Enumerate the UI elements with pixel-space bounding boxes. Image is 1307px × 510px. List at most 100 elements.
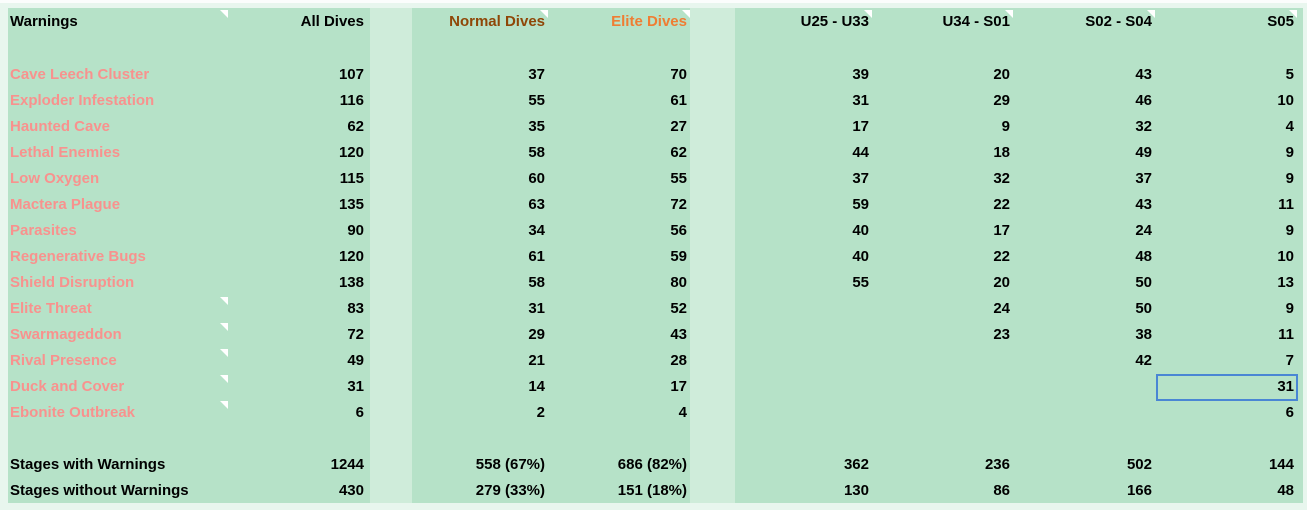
cell-lethal-enemies-u34-s01[interactable]: 18 xyxy=(993,144,1010,161)
cell-shield-disruption-normal-dives[interactable]: 58 xyxy=(528,274,545,291)
total-stages-with-warnings-u34-s01[interactable]: 236 xyxy=(984,456,1010,473)
cell-ebonite-outbreak-all-dives[interactable]: 6 xyxy=(355,404,364,421)
header-cell-u25-u33[interactable]: U25 - U33 xyxy=(800,13,869,30)
cell-exploder-infestation-s05[interactable]: 10 xyxy=(1277,92,1294,109)
cell-duck-and-cover-s05[interactable]: 31 xyxy=(1277,378,1294,395)
cell-rival-presence-all-dives[interactable]: 49 xyxy=(347,352,364,369)
cell-haunted-cave-s02-s04[interactable]: 32 xyxy=(1135,118,1152,135)
row-label-parasites[interactable]: Parasites xyxy=(10,222,77,239)
cell-haunted-cave-u25-u33[interactable]: 17 xyxy=(852,118,869,135)
total-label-stages-with-warnings[interactable]: Stages with Warnings xyxy=(10,456,166,473)
cell-duck-and-cover-elite-dives[interactable]: 17 xyxy=(670,378,687,395)
header-cell-normal-dives[interactable]: Normal Dives xyxy=(449,13,545,30)
cell-elite-threat-s05[interactable]: 9 xyxy=(1285,300,1294,317)
cell-cave-leech-cluster-elite-dives[interactable]: 70 xyxy=(670,66,687,83)
cell-shield-disruption-all-dives[interactable]: 138 xyxy=(338,274,364,291)
cell-parasites-u25-u33[interactable]: 40 xyxy=(852,222,869,239)
cell-low-oxygen-u34-s01[interactable]: 32 xyxy=(993,170,1010,187)
cell-shield-disruption-u34-s01[interactable]: 20 xyxy=(993,274,1010,291)
row-label-cave-leech-cluster[interactable]: Cave Leech Cluster xyxy=(10,66,150,83)
cell-lethal-enemies-u25-u33[interactable]: 44 xyxy=(852,144,869,161)
cell-low-oxygen-s05[interactable]: 9 xyxy=(1285,170,1294,187)
cell-swarmageddon-all-dives[interactable]: 72 xyxy=(347,326,364,343)
header-cell-u34-s01[interactable]: U34 - S01 xyxy=(942,13,1010,30)
row-label-exploder-infestation[interactable]: Exploder Infestation xyxy=(10,92,155,109)
cell-swarmageddon-s05[interactable]: 11 xyxy=(1278,326,1294,343)
cell-elite-threat-normal-dives[interactable]: 31 xyxy=(528,300,545,317)
row-label-swarmageddon[interactable]: Swarmageddon xyxy=(10,326,122,343)
cell-ebonite-outbreak-elite-dives[interactable]: 4 xyxy=(678,404,687,421)
cell-haunted-cave-all-dives[interactable]: 62 xyxy=(347,118,364,135)
total-stages-with-warnings-u25-u33[interactable]: 362 xyxy=(843,456,869,473)
row-label-regenerative-bugs[interactable]: Regenerative Bugs xyxy=(10,248,146,265)
cell-exploder-infestation-elite-dives[interactable]: 61 xyxy=(670,92,687,109)
cell-parasites-elite-dives[interactable]: 56 xyxy=(670,222,687,239)
cell-cave-leech-cluster-s02-s04[interactable]: 43 xyxy=(1135,66,1152,83)
total-stages-with-warnings-s05[interactable]: 144 xyxy=(1268,456,1294,473)
row-label-mactera-plague[interactable]: Mactera Plague xyxy=(10,196,121,213)
cell-low-oxygen-u25-u33[interactable]: 37 xyxy=(852,170,869,187)
cell-regenerative-bugs-all-dives[interactable]: 120 xyxy=(338,248,364,265)
cell-low-oxygen-normal-dives[interactable]: 60 xyxy=(528,170,545,187)
cell-cave-leech-cluster-s05[interactable]: 5 xyxy=(1285,66,1294,83)
header-cell-all-dives[interactable]: All Dives xyxy=(300,13,364,30)
cell-exploder-infestation-u25-u33[interactable]: 31 xyxy=(852,92,869,109)
cell-haunted-cave-elite-dives[interactable]: 27 xyxy=(670,118,687,135)
cell-exploder-infestation-s02-s04[interactable]: 46 xyxy=(1135,92,1152,109)
total-stages-without-warnings-normal-dives[interactable]: 279 (33%) xyxy=(475,482,545,499)
cell-regenerative-bugs-s05[interactable]: 10 xyxy=(1277,248,1294,265)
cell-haunted-cave-s05[interactable]: 4 xyxy=(1285,118,1294,135)
cell-cave-leech-cluster-normal-dives[interactable]: 37 xyxy=(528,66,545,83)
cell-elite-threat-s02-s04[interactable]: 50 xyxy=(1135,300,1152,317)
cell-mactera-plague-u25-u33[interactable]: 59 xyxy=(852,196,869,213)
row-label-duck-and-cover[interactable]: Duck and Cover xyxy=(10,378,125,395)
total-stages-with-warnings-normal-dives[interactable]: 558 (67%) xyxy=(475,456,545,473)
total-stages-with-warnings-all-dives[interactable]: 1244 xyxy=(330,456,364,473)
cell-rival-presence-elite-dives[interactable]: 28 xyxy=(670,352,687,369)
row-label-lethal-enemies[interactable]: Lethal Enemies xyxy=(10,144,121,161)
cell-rival-presence-s02-s04[interactable]: 42 xyxy=(1135,352,1152,369)
total-stages-without-warnings-all-dives[interactable]: 430 xyxy=(338,482,364,499)
cell-parasites-u34-s01[interactable]: 17 xyxy=(993,222,1010,239)
row-label-elite-threat[interactable]: Elite Threat xyxy=(10,300,92,317)
cell-low-oxygen-elite-dives[interactable]: 55 xyxy=(670,170,687,187)
total-label-stages-without-warnings[interactable]: Stages without Warnings xyxy=(10,482,189,499)
cell-shield-disruption-u25-u33[interactable]: 55 xyxy=(852,274,869,291)
cell-shield-disruption-s05[interactable]: 13 xyxy=(1277,274,1294,291)
cell-mactera-plague-normal-dives[interactable]: 63 xyxy=(528,196,545,213)
total-stages-without-warnings-s02-s04[interactable]: 166 xyxy=(1126,482,1152,499)
cell-low-oxygen-s02-s04[interactable]: 37 xyxy=(1135,170,1152,187)
cell-mactera-plague-s05[interactable]: 11 xyxy=(1278,196,1294,213)
cell-parasites-all-dives[interactable]: 90 xyxy=(347,222,364,239)
cell-shield-disruption-s02-s04[interactable]: 50 xyxy=(1135,274,1152,291)
cell-exploder-infestation-u34-s01[interactable]: 29 xyxy=(993,92,1010,109)
cell-regenerative-bugs-normal-dives[interactable]: 61 xyxy=(528,248,545,265)
cell-regenerative-bugs-elite-dives[interactable]: 59 xyxy=(670,248,687,265)
header-cell-elite-dives[interactable]: Elite Dives xyxy=(611,13,687,30)
cell-swarmageddon-normal-dives[interactable]: 29 xyxy=(528,326,545,343)
cell-cave-leech-cluster-u25-u33[interactable]: 39 xyxy=(852,66,869,83)
cell-cave-leech-cluster-all-dives[interactable]: 107 xyxy=(338,66,364,83)
cell-lethal-enemies-all-dives[interactable]: 120 xyxy=(338,144,364,161)
cell-low-oxygen-all-dives[interactable]: 115 xyxy=(339,170,364,187)
cell-haunted-cave-normal-dives[interactable]: 35 xyxy=(528,118,545,135)
cell-elite-threat-all-dives[interactable]: 83 xyxy=(347,300,364,317)
cell-shield-disruption-elite-dives[interactable]: 80 xyxy=(670,274,687,291)
cell-lethal-enemies-normal-dives[interactable]: 58 xyxy=(528,144,545,161)
header-cell-warnings[interactable]: Warnings xyxy=(10,13,78,30)
row-label-shield-disruption[interactable]: Shield Disruption xyxy=(10,274,135,291)
cell-parasites-s02-s04[interactable]: 24 xyxy=(1135,222,1152,239)
cell-parasites-normal-dives[interactable]: 34 xyxy=(528,222,545,239)
row-label-haunted-cave[interactable]: Haunted Cave xyxy=(10,118,111,135)
cell-ebonite-outbreak-s05[interactable]: 6 xyxy=(1285,404,1294,421)
cell-swarmageddon-u34-s01[interactable]: 23 xyxy=(993,326,1010,343)
cell-cave-leech-cluster-u34-s01[interactable]: 20 xyxy=(993,66,1010,83)
row-label-rival-presence[interactable]: Rival Presence xyxy=(10,352,117,369)
cell-parasites-s05[interactable]: 9 xyxy=(1285,222,1294,239)
cell-lethal-enemies-s05[interactable]: 9 xyxy=(1285,144,1294,161)
cell-regenerative-bugs-s02-s04[interactable]: 48 xyxy=(1135,248,1152,265)
total-stages-with-warnings-s02-s04[interactable]: 502 xyxy=(1126,456,1152,473)
cell-haunted-cave-u34-s01[interactable]: 9 xyxy=(1001,118,1010,135)
cell-lethal-enemies-elite-dives[interactable]: 62 xyxy=(670,144,687,161)
total-stages-without-warnings-u34-s01[interactable]: 86 xyxy=(993,482,1010,499)
